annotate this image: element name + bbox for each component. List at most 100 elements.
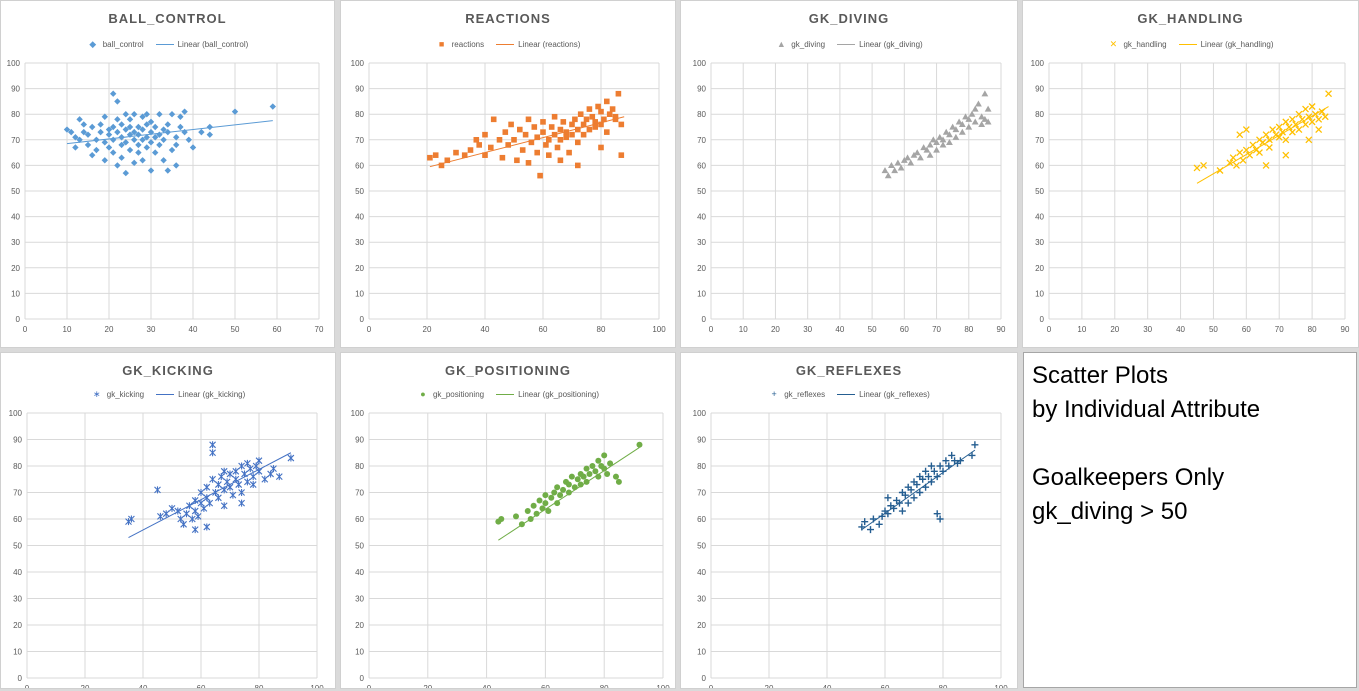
legend-trend-label: Linear (gk_reflexes) bbox=[859, 389, 930, 399]
legend-item-trendline: Linear (gk_positioning) bbox=[496, 390, 599, 399]
data-point bbox=[139, 157, 146, 164]
y-tick-label: 90 bbox=[697, 436, 706, 445]
data-point bbox=[490, 116, 497, 123]
data-point bbox=[583, 465, 590, 472]
data-point bbox=[557, 492, 564, 499]
legend-trend-label: Linear (gk_kicking) bbox=[178, 390, 246, 399]
data-point bbox=[875, 520, 883, 528]
data-point bbox=[636, 441, 643, 448]
trendline-swatch-icon bbox=[155, 44, 174, 46]
data-point bbox=[575, 126, 581, 133]
legend-item-trendline: Linear (gk_reflexes) bbox=[837, 390, 930, 399]
x-tick-label: 60 bbox=[1242, 325, 1251, 334]
data-point bbox=[919, 475, 927, 483]
data-point bbox=[907, 486, 915, 494]
y-tick-label: 40 bbox=[13, 568, 22, 577]
legend-item-series: + gk_reflexes bbox=[768, 389, 826, 399]
circle-marker-icon: ● bbox=[420, 389, 426, 399]
linear-trendline bbox=[66, 120, 273, 145]
data-point bbox=[508, 121, 514, 128]
data-point bbox=[534, 149, 540, 156]
data-point bbox=[571, 484, 578, 491]
data-point bbox=[154, 486, 161, 494]
x-tick-label: 90 bbox=[1341, 325, 1350, 334]
data-point bbox=[589, 113, 596, 120]
data-point bbox=[63, 126, 71, 133]
y-tick-label: 80 bbox=[355, 110, 364, 119]
data-point bbox=[269, 103, 276, 110]
scatter-plot-svg: 0 10 20 30 40 50 60 70 80 90 100 0 10 20 30 40 50 60 70 bbox=[7, 59, 324, 334]
data-point bbox=[551, 113, 558, 120]
x-tick-label: 30 bbox=[803, 325, 812, 334]
data-point bbox=[530, 502, 537, 509]
data-point bbox=[238, 462, 245, 470]
data-point bbox=[114, 162, 121, 169]
data-point bbox=[933, 510, 941, 518]
chart-panel-ball-control: BALL_CONTROL ◆ ball_control Linear (ball_co… bbox=[0, 0, 335, 348]
chart-legend: ● gk_positioning Linear (gk_positioning) bbox=[341, 389, 675, 399]
data-point bbox=[546, 152, 552, 158]
data-point bbox=[545, 508, 552, 515]
data-point bbox=[76, 136, 83, 143]
data-point bbox=[249, 481, 257, 489]
y-tick-label: 50 bbox=[11, 187, 20, 196]
y-tick-label: 10 bbox=[697, 289, 706, 298]
linear-trendline bbox=[1196, 106, 1329, 184]
chart-legend: ✕ gk_handling Linear (gk_handling) bbox=[1023, 39, 1358, 50]
trendline-swatch-icon bbox=[837, 393, 856, 395]
data-point bbox=[147, 128, 155, 136]
note-line-2: by Individual Attribute bbox=[1032, 396, 1261, 423]
data-point bbox=[525, 116, 532, 123]
data-point bbox=[554, 484, 561, 491]
data-point bbox=[244, 478, 251, 486]
x-tick-label: 80 bbox=[255, 684, 264, 688]
data-point bbox=[156, 141, 163, 149]
x-tick-label: 50 bbox=[231, 325, 240, 334]
y-tick-label: 40 bbox=[355, 568, 364, 577]
y-tick-label: 20 bbox=[11, 264, 20, 273]
data-point bbox=[164, 121, 171, 128]
data-point bbox=[910, 494, 918, 502]
data-point bbox=[101, 139, 108, 146]
data-point bbox=[118, 121, 125, 128]
data-point bbox=[1282, 151, 1290, 159]
data-point bbox=[1262, 131, 1270, 139]
legend-item-trendline: Linear (gk_diving) bbox=[837, 40, 923, 49]
data-point bbox=[946, 131, 953, 138]
chart-title: BALL_CONTROL bbox=[108, 11, 227, 26]
data-point bbox=[287, 454, 295, 462]
data-point bbox=[575, 162, 581, 169]
y-tick-label: 70 bbox=[13, 489, 22, 498]
y-tick-label: 100 bbox=[1031, 59, 1045, 68]
data-point bbox=[206, 131, 213, 138]
x-tick-label: 40 bbox=[189, 325, 198, 334]
data-point bbox=[126, 116, 134, 123]
data-point bbox=[1236, 131, 1244, 139]
y-tick-label: 80 bbox=[13, 462, 22, 471]
x-marker-icon: ✕ bbox=[1109, 39, 1118, 49]
data-point bbox=[537, 172, 543, 179]
x-tick-label: 80 bbox=[1308, 325, 1317, 334]
data-point bbox=[275, 473, 283, 481]
star-marker-icon: ∗ bbox=[92, 389, 101, 399]
data-point bbox=[110, 149, 117, 156]
data-point bbox=[592, 468, 599, 475]
data-point bbox=[1302, 105, 1309, 113]
diamond-marker-icon: ◆ bbox=[89, 39, 97, 49]
y-tick-label: 60 bbox=[355, 161, 364, 170]
y-tick-label: 50 bbox=[697, 542, 706, 551]
data-point bbox=[97, 121, 104, 128]
y-tick-label: 60 bbox=[13, 515, 22, 524]
x-tick-label: 40 bbox=[1176, 325, 1185, 334]
chart-title: GK_POSITIONING bbox=[445, 363, 571, 378]
data-point bbox=[80, 121, 87, 128]
data-point bbox=[97, 128, 104, 136]
data-point bbox=[548, 494, 555, 501]
data-point bbox=[601, 116, 607, 123]
data-point bbox=[498, 516, 505, 522]
data-point bbox=[946, 138, 953, 145]
data-point bbox=[540, 129, 546, 135]
data-point bbox=[198, 128, 205, 136]
data-point bbox=[68, 128, 75, 136]
y-tick-label: 40 bbox=[1035, 213, 1044, 222]
